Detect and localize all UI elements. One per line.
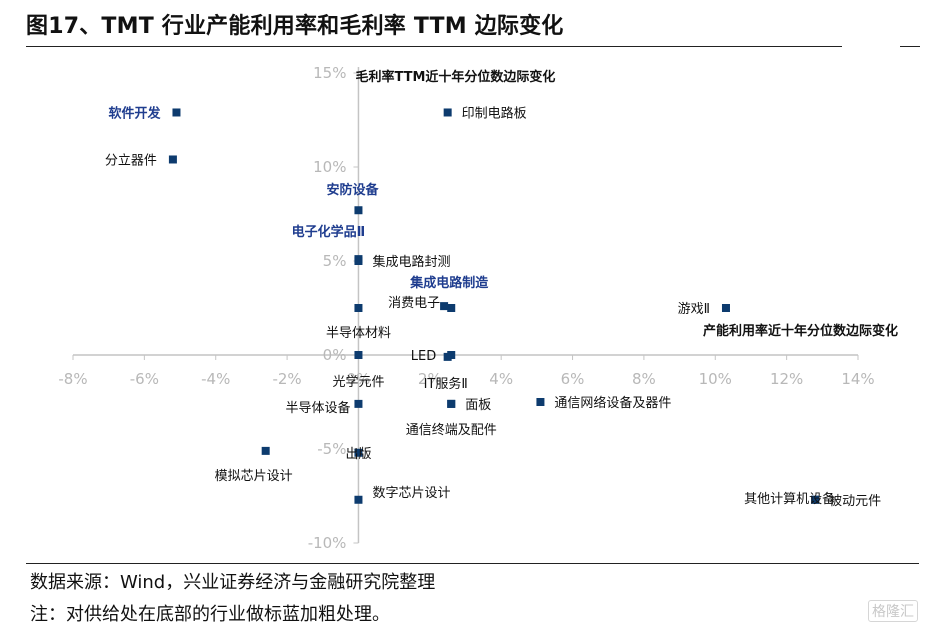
data-point: [354, 351, 363, 359]
x-axis-title: 产能利用率近十年分位数边际变化: [703, 323, 898, 339]
point-label: 软件开发: [108, 105, 161, 121]
point-label: 通信终端及配件: [406, 422, 497, 438]
point-label: 光学元件: [332, 374, 384, 390]
title-rule: [26, 46, 842, 47]
data-point: [811, 495, 820, 504]
point-label: LED: [411, 349, 436, 364]
x-tick-label: -6%: [130, 370, 159, 388]
point-label: 出版: [345, 447, 371, 462]
y-tick-label: -5%: [317, 440, 346, 458]
data-point: [261, 446, 270, 455]
x-tick-label: 12%: [770, 370, 803, 388]
data-point: [447, 399, 456, 408]
data-point: [721, 304, 730, 312]
data-point: [354, 399, 363, 408]
y-tick-label: 0%: [323, 346, 347, 364]
x-tick-label: 8%: [632, 370, 656, 388]
point-label: 模拟芯片设计: [215, 469, 293, 484]
x-tick-label: 0%: [347, 370, 371, 388]
data-point: [168, 155, 177, 164]
data-point: [447, 304, 456, 312]
source-note: 数据来源：Wind，兴业证券经济与金融研究院整理: [30, 572, 436, 593]
point-label: 面板: [465, 398, 491, 413]
point-label: 通信网络设备及器件: [554, 395, 671, 411]
data-point: [354, 257, 363, 265]
page-title: 图17、TMT 行业产能利用率和毛利率 TTM 边际变化: [26, 14, 564, 39]
data-point: [354, 495, 363, 504]
point-label: 游戏Ⅱ: [678, 302, 710, 317]
footer-rule: [26, 563, 919, 564]
x-tick-labels: -8% -6% -4% -2% 0% 2% 4% 6% 8% 10% 12% 14%: [58, 355, 875, 388]
point-label: 消费电子: [388, 296, 440, 311]
y-tick-label: 10%: [313, 158, 346, 176]
data-point: [172, 108, 181, 117]
point-label: IT服务Ⅱ: [424, 376, 468, 392]
y-tick-label: 5%: [323, 252, 347, 270]
x-tick-label: 4%: [489, 370, 513, 388]
footnote: 注：对供给处在底部的行业做标蓝加粗处理。: [30, 604, 390, 625]
y-tick-labels: 15% 10% 5% 0% -5% -10%: [308, 64, 359, 552]
data-point: [443, 108, 452, 117]
point-label: 分立器件: [105, 153, 157, 168]
point-label: 其他计算机设备: [744, 491, 835, 507]
y-tick-label: -10%: [308, 534, 347, 552]
point-label: 半导体材料: [326, 326, 391, 341]
y-axis-title: 毛利率TTM近十年分位数边际变化: [355, 69, 555, 85]
scatter-chart: -8% -6% -4% -2% 0% 2% 4% 6% 8% 10% 12% 14% 15% 10% 5%…: [58, 64, 898, 552]
point-label: 集成电路制造: [409, 275, 489, 291]
x-tick-label: 6%: [561, 370, 585, 388]
y-tick-label: 15%: [313, 64, 346, 82]
point-label: 安防设备: [326, 182, 379, 198]
data-point: [354, 448, 363, 457]
point-label: 电子化学品Ⅱ: [292, 224, 366, 240]
point-label: 半导体设备: [285, 400, 350, 416]
x-tick-label: -2%: [272, 370, 301, 388]
x-tick-label: -8%: [58, 370, 87, 388]
data-point: [354, 304, 363, 312]
point-label: 被动元件: [829, 494, 881, 509]
title-rule-right: [900, 46, 920, 47]
data-point: [440, 302, 449, 311]
watermark-logo: 格隆汇: [868, 600, 918, 622]
point-label: 印制电路板: [462, 105, 527, 121]
point-label: 数字芯片设计: [372, 486, 450, 501]
data-point: [443, 352, 452, 361]
data-point: [354, 206, 363, 215]
x-tick-label: 10%: [699, 370, 732, 388]
x-tick-label: -4%: [201, 370, 230, 388]
x-tick-label: 14%: [841, 370, 874, 388]
chart-axes: [73, 67, 858, 543]
data-point: [536, 398, 545, 406]
data-points: [168, 108, 820, 504]
x-tick-label: 2%: [418, 370, 442, 388]
point-label: 集成电路封测: [372, 254, 450, 270]
